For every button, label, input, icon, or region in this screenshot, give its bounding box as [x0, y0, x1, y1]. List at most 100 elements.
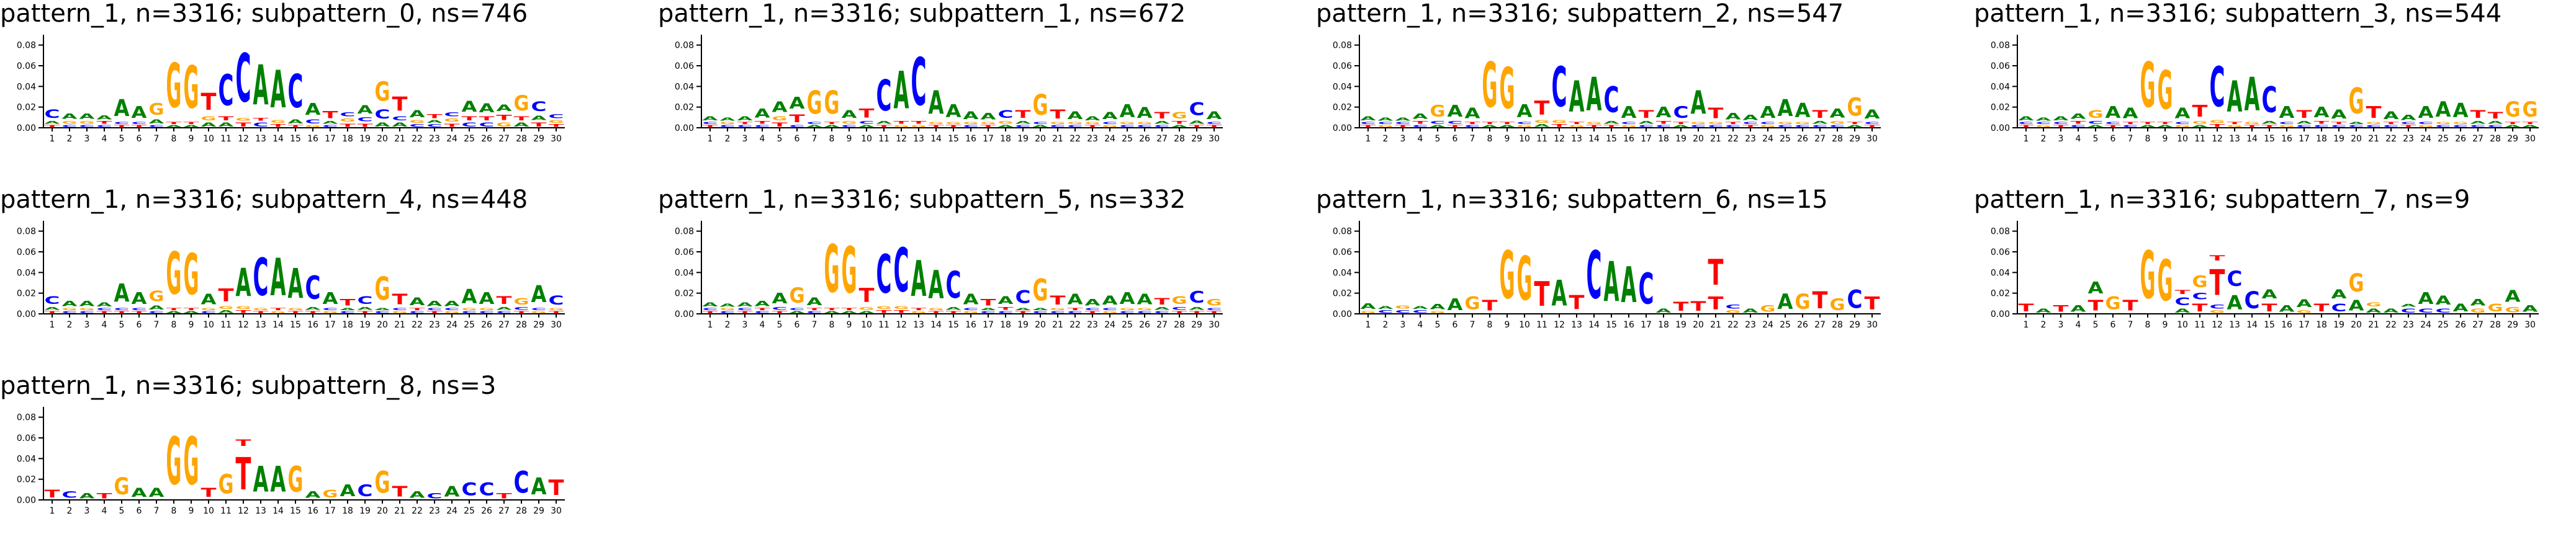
logo-letter-a: A	[184, 311, 199, 314]
logo-letter-t: T	[1604, 125, 1619, 128]
logo-letter-c: C	[1102, 308, 1118, 311]
logo-letter-t: T	[1016, 108, 1032, 120]
x-tick-label: 8	[829, 134, 835, 144]
logo-letter-a: A	[1102, 293, 1118, 308]
logo-letter-c: C	[2297, 125, 2312, 128]
x-tick-label: 10	[1519, 134, 1530, 144]
logo-letter-a: A	[2331, 287, 2347, 301]
logo-letter-t: T	[340, 297, 356, 308]
logo-letter-a: A	[963, 291, 979, 308]
logo-letter-c: C	[737, 125, 753, 128]
logo-letter-a: A	[1120, 102, 1135, 122]
logo-letter-t: T	[1361, 125, 1376, 128]
panel-title: pattern_1, n=3316; subpattern_5, ns=332	[658, 185, 1186, 214]
logo-letter-a: A	[1465, 105, 1480, 122]
logo-letter-t: T	[998, 307, 1014, 311]
logo-letter-g: G	[79, 308, 95, 311]
logo-letter-c: C	[2366, 125, 2382, 128]
logo-letter-a: A	[859, 311, 875, 314]
logo-letter-t: T	[392, 93, 408, 116]
logo-letter-c: C	[2175, 122, 2191, 125]
logo-letter-c: C	[1517, 122, 1533, 125]
logo-letter-a: A	[1137, 291, 1153, 308]
logo-letter-c: C	[1639, 264, 1654, 314]
logo-letter-t: T	[45, 125, 60, 128]
logo-letter-a: A	[981, 111, 997, 122]
logo-letter-a: A	[2088, 278, 2104, 297]
logo-letter-t: T	[114, 125, 130, 128]
logo-letter-c: C	[2019, 122, 2034, 125]
logo-letter-t: T	[549, 476, 564, 501]
x-tick-label: 28	[2490, 320, 2501, 330]
logo-letter-a: A	[1621, 103, 1637, 122]
logo-letter-a: A	[2227, 291, 2243, 314]
x-tick-label: 11	[220, 320, 232, 330]
x-tick-label: 22	[412, 506, 423, 516]
logo-letter-c: C	[427, 308, 443, 311]
logo-letter-t: T	[166, 308, 182, 311]
logo-letter-g: G	[184, 54, 199, 122]
y-tick-label: 0.04	[17, 268, 36, 278]
x-tick-label: 4	[1418, 320, 1423, 330]
logo-letter-t: T	[2262, 301, 2278, 314]
logo-letter-c: C	[1050, 311, 1066, 314]
x-tick-label: 1	[50, 506, 55, 516]
x-tick-label: 8	[829, 320, 835, 330]
logo-letter-a: A	[2071, 112, 2086, 120]
logo-letter-c: C	[462, 122, 477, 128]
x-tick-label: 22	[412, 320, 423, 330]
logo-letter-a: A	[1656, 308, 1672, 314]
y-tick-label: 0.02	[1991, 103, 2010, 113]
logo-letter-c: C	[323, 308, 338, 311]
logo-letter-c: C	[2436, 308, 2451, 314]
logo-letter-a: A	[790, 311, 805, 314]
logo-letter-g: G	[410, 120, 425, 124]
logo-letter-g: G	[1102, 311, 1118, 314]
y-tick-label: 0.02	[1333, 289, 1352, 299]
logo-letter-a: A	[132, 103, 147, 122]
logo-letter-t: T	[2331, 122, 2347, 125]
logo-panel: pattern_1, n=3316; subpattern_3, ns=544 …	[1974, 0, 2576, 180]
x-tick-label: 9	[1505, 320, 1510, 330]
logo-letter-a: A	[1016, 308, 1031, 311]
logo-letter-a: A	[703, 115, 719, 122]
logo-letter-a: A	[720, 303, 736, 308]
logo-letter-a: A	[2019, 115, 2035, 122]
logo-letter-t: T	[305, 311, 321, 314]
logo-letter-a: A	[1448, 102, 1463, 120]
x-tick-label: 1	[1366, 320, 1371, 330]
y-tick-label: 0.00	[1333, 123, 1352, 133]
logo-letter-a: A	[1033, 308, 1048, 311]
logo-letter-t: T	[737, 311, 753, 314]
x-tick-label: 29	[533, 506, 544, 516]
logo-letter-g: G	[1726, 310, 1741, 314]
y-tick-label: 0.00	[17, 123, 36, 133]
logo-letter-t: T	[2123, 298, 2138, 314]
logo-letter-c: C	[149, 125, 164, 128]
logo-letter-t: T	[1482, 298, 1498, 314]
x-tick-label: 20	[1035, 320, 1046, 330]
logo-letter-a: A	[2036, 308, 2052, 314]
logo-letter-a: A	[79, 112, 95, 120]
logo-letter-t: T	[2227, 122, 2243, 125]
logo-letter-a: A	[911, 251, 927, 308]
x-tick-label: 13	[2229, 320, 2240, 330]
logo-letter-t: T	[1155, 296, 1170, 307]
logo-letter-g: G	[963, 122, 979, 125]
x-tick-label: 19	[359, 320, 371, 330]
x-tick-label: 23	[2403, 320, 2414, 330]
logo-letter-t: T	[444, 123, 460, 128]
logo-letter-c: C	[1708, 125, 1724, 128]
x-tick-label: 8	[1487, 320, 1493, 330]
x-tick-label: 6	[795, 320, 800, 330]
logo-letter-t: T	[2384, 122, 2399, 125]
x-tick-label: 15	[1606, 134, 1617, 144]
logo-letter-a: A	[2331, 107, 2347, 122]
logo-letter-a: A	[842, 311, 857, 314]
logo-letter-c: C	[2192, 292, 2208, 301]
logo-letter-t: T	[1673, 300, 1689, 314]
logo-letter-a: A	[375, 308, 390, 311]
logo-letter-t: T	[2019, 301, 2035, 314]
logo-letter-t: T	[114, 311, 130, 314]
logo-letter-c: C	[790, 125, 805, 128]
